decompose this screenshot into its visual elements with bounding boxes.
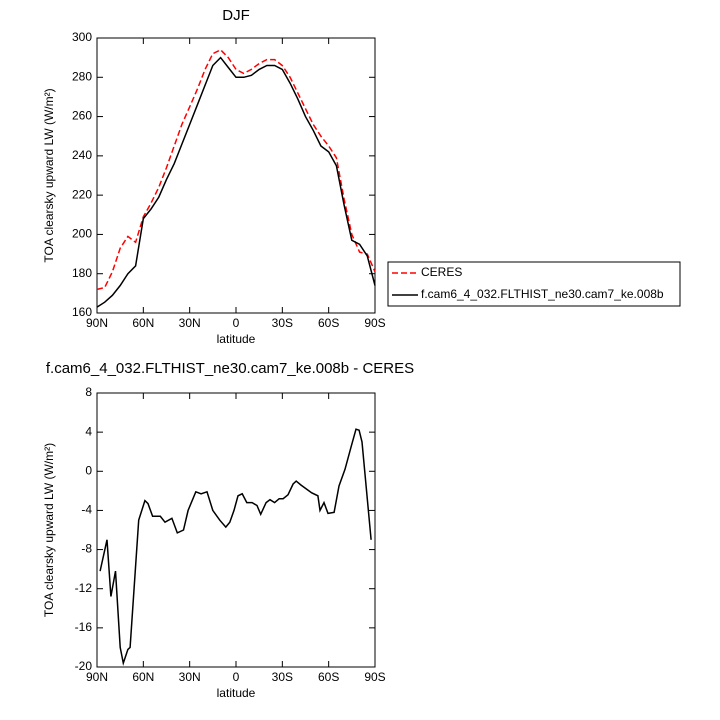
y-tick-label: 280 (72, 69, 92, 83)
y-tick-label: -8 (81, 542, 92, 556)
x-tick-label: 60N (132, 316, 154, 330)
x-tick-label: 90N (86, 316, 108, 330)
x-tick-label: 90N (86, 670, 108, 684)
y-tick-label: 4 (85, 424, 92, 438)
y-tick-label: 260 (72, 109, 92, 123)
y-tick-label: 0 (85, 463, 92, 477)
x-axis-label: latitude (217, 686, 256, 700)
y-axis-label: TOA clearsky upward LW (W/m²) (42, 88, 56, 262)
plot-frame (96, 37, 376, 314)
x-tick-label: 30S (272, 316, 293, 330)
y-tick-label: 200 (72, 227, 92, 241)
y-tick-label: -4 (81, 503, 92, 517)
y-axis-label: TOA clearsky upward LW (W/m²) (42, 443, 56, 617)
y-tick-label: 220 (72, 187, 92, 201)
y-tick-label: -12 (75, 581, 93, 595)
plot-frame (96, 392, 376, 668)
x-tick-label: 60N (132, 670, 154, 684)
y-tick-label: 8 (85, 385, 92, 399)
x-axis-label: latitude (217, 332, 256, 346)
chart-title: DJF (222, 7, 250, 24)
x-tick-label: 30N (179, 670, 201, 684)
legend-label: CERES (421, 265, 462, 279)
x-tick-label: 30N (179, 316, 201, 330)
legend-label: f.cam6_4_032.FLTHIST_ne30.cam7_ke.008b (421, 287, 664, 301)
x-tick-label: 0 (233, 670, 240, 684)
x-tick-label: 90S (364, 316, 385, 330)
x-tick-label: 30S (272, 670, 293, 684)
y-tick-label: 300 (72, 30, 92, 44)
chart-title: f.cam6_4_032.FLTHIST_ne30.cam7_ke.008b -… (46, 360, 414, 377)
y-tick-label: 240 (72, 148, 92, 162)
data-line (99, 428, 372, 667)
y-tick-label: -20 (75, 659, 93, 673)
data-line (96, 56, 376, 308)
x-tick-label: 60S (318, 670, 339, 684)
data-line (96, 48, 376, 291)
x-tick-label: 60S (318, 316, 339, 330)
x-tick-label: 90S (364, 670, 385, 684)
y-tick-label: -16 (75, 620, 93, 634)
y-tick-label: 180 (72, 266, 92, 280)
y-tick-label: 160 (72, 305, 92, 319)
legend-box (387, 261, 681, 307)
x-tick-label: 0 (233, 316, 240, 330)
